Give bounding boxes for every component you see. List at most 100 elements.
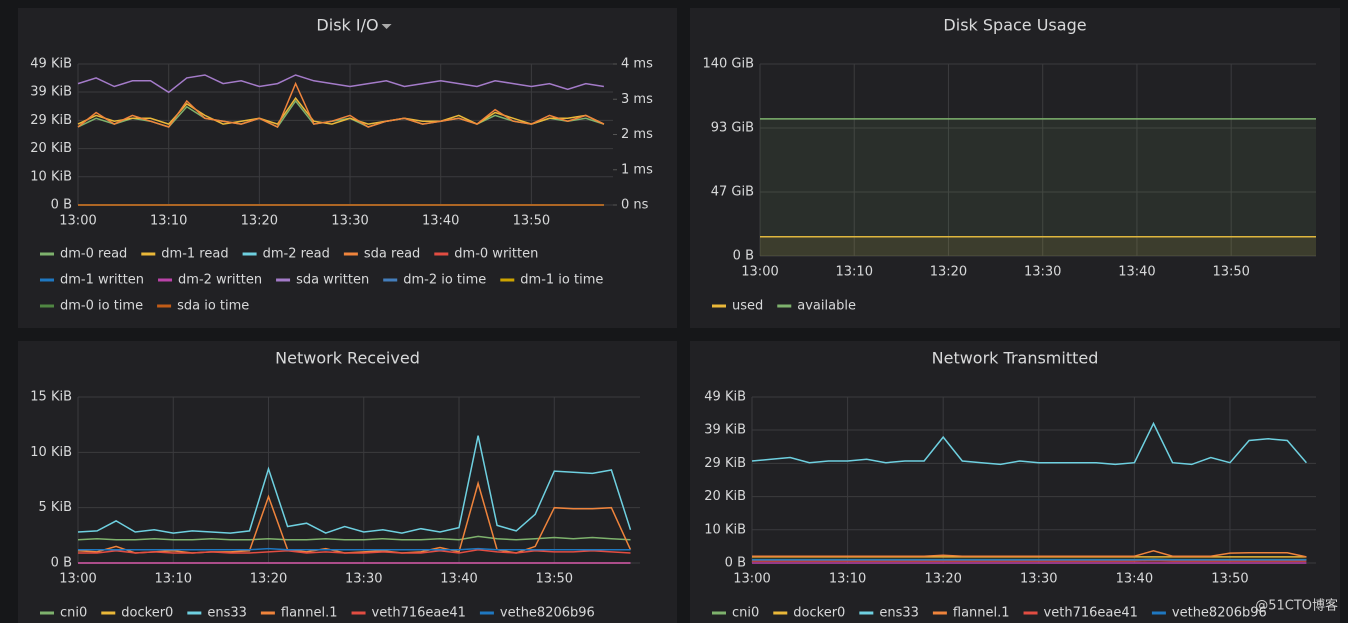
x-tick-label: 13:30 [1024, 265, 1061, 280]
legend-label[interactable]: ens33 [879, 606, 919, 621]
legend-swatch[interactable] [383, 278, 398, 282]
legend-swatch[interactable] [242, 252, 257, 256]
x-tick-label: 13:50 [1212, 265, 1249, 280]
legend-label[interactable]: dm-2 written [178, 273, 262, 288]
series-line [77, 74, 605, 94]
x-tick-label: 13:40 [422, 214, 459, 229]
legend-label[interactable]: dm-0 io time [60, 299, 143, 314]
panel [690, 341, 1340, 623]
legend-label[interactable]: available [797, 299, 856, 314]
y-tick-label: 0 B [51, 556, 72, 571]
legend-swatch[interactable] [859, 611, 874, 615]
legend-label[interactable]: dm-1 written [60, 273, 144, 288]
legend-label[interactable]: sda written [296, 273, 369, 288]
legend-swatch[interactable] [712, 304, 726, 308]
legend-swatch[interactable] [777, 304, 792, 308]
legend-label[interactable]: veth716eae41 [1044, 606, 1138, 621]
y-tick-label: 39 KiB [30, 85, 72, 100]
legend-label[interactable]: dm-0 written [454, 247, 538, 262]
x-tick-label: 13:00 [59, 214, 96, 229]
panel [18, 8, 677, 328]
legend-label[interactable]: docker0 [121, 606, 173, 621]
x-tick-label: 13:50 [536, 572, 573, 587]
legend-swatch[interactable] [141, 252, 156, 256]
dropdown-caret[interactable] [381, 24, 392, 29]
panel [18, 341, 677, 623]
y-tick-label: 10 KiB [704, 522, 746, 537]
legend-swatch[interactable] [434, 252, 449, 256]
y-tick-label: 0 B [733, 249, 754, 264]
legend-label[interactable]: sda io time [177, 299, 249, 314]
x-tick-label: 13:40 [440, 572, 477, 587]
legend-label[interactable]: ens33 [207, 606, 247, 621]
legend-swatch[interactable] [260, 611, 275, 615]
legend-label[interactable]: used [732, 299, 763, 314]
series-line [77, 96, 605, 125]
panel-title[interactable]: Network Received [275, 349, 420, 368]
legend-label[interactable]: vethe8206b96 [1172, 606, 1267, 621]
legend-label[interactable]: flannel.1 [281, 606, 338, 621]
x-tick-label: 13:10 [836, 265, 873, 280]
legend-swatch[interactable] [351, 611, 366, 615]
legend-swatch[interactable] [101, 611, 116, 615]
x-tick-label: 13:00 [741, 265, 778, 280]
y-tick-label: 20 KiB [30, 141, 72, 156]
y2-tick-label: 1 ms [621, 162, 653, 177]
legend-label[interactable]: dm-0 read [60, 247, 127, 262]
y-tick-label: 10 KiB [30, 445, 72, 460]
legend-label[interactable]: dm-2 read [263, 247, 330, 262]
series-line [78, 548, 631, 554]
x-tick-label: 13:00 [733, 572, 770, 587]
panel-title[interactable]: Disk I/O [316, 16, 378, 35]
x-tick-label: 13:20 [241, 214, 278, 229]
x-tick-label: 13:50 [513, 214, 550, 229]
y2-tick-label: 2 ms [621, 127, 653, 142]
x-tick-label: 13:20 [930, 265, 967, 280]
y-tick-label: 29 KiB [704, 456, 746, 471]
legend-swatch[interactable] [40, 278, 54, 282]
legend-label[interactable]: sda read [364, 247, 420, 262]
legend-swatch[interactable] [1023, 611, 1038, 615]
y-tick-label: 39 KiB [704, 422, 746, 437]
legend-swatch[interactable] [500, 278, 515, 282]
legend-swatch[interactable] [343, 252, 358, 256]
area-fill [760, 236, 1316, 256]
x-tick-label: 13:20 [924, 572, 961, 587]
legend-swatch[interactable] [40, 304, 54, 308]
legend-swatch[interactable] [479, 611, 494, 615]
y-tick-label: 5 KiB [39, 500, 72, 515]
legend-label[interactable]: dm-1 io time [520, 273, 603, 288]
series-line [751, 421, 1307, 466]
legend-label[interactable]: flannel.1 [953, 606, 1010, 621]
y-tick-label: 20 KiB [704, 489, 746, 504]
legend-swatch[interactable] [157, 304, 172, 308]
legend-swatch[interactable] [932, 611, 947, 615]
panel-title[interactable]: Disk Space Usage [943, 16, 1086, 35]
x-tick-label: 13:10 [150, 214, 187, 229]
legend-swatch[interactable] [158, 278, 173, 282]
legend-swatch[interactable] [40, 252, 54, 256]
legend-label[interactable]: veth716eae41 [372, 606, 466, 621]
x-tick-label: 13:30 [345, 572, 382, 587]
x-tick-label: 13:40 [1116, 572, 1153, 587]
legend-swatch[interactable] [1151, 611, 1166, 615]
legend-label[interactable]: dm-1 read [161, 247, 228, 262]
legend-swatch[interactable] [712, 611, 726, 615]
x-tick-label: 13:40 [1118, 265, 1155, 280]
legend-swatch[interactable] [773, 611, 788, 615]
legend-swatch[interactable] [187, 611, 202, 615]
legend-label[interactable]: cni0 [60, 606, 87, 621]
legend-swatch[interactable] [40, 611, 54, 615]
legend-swatch[interactable] [276, 278, 291, 282]
legend-label[interactable]: docker0 [793, 606, 845, 621]
y-tick-label: 0 B [51, 198, 72, 213]
series-line [78, 547, 631, 551]
legend-label[interactable]: cni0 [732, 606, 759, 621]
legend-label[interactable]: dm-2 io time [403, 273, 486, 288]
panel-title[interactable]: Network Transmitted [932, 349, 1099, 368]
legend-label[interactable]: vethe8206b96 [500, 606, 595, 621]
watermark: @51CTO博客 [1255, 598, 1338, 614]
x-tick-label: 13:30 [331, 214, 368, 229]
